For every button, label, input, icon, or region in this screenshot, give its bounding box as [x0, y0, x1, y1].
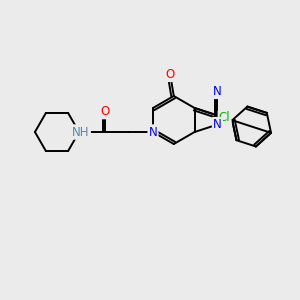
Text: O: O: [100, 105, 109, 118]
Text: NH: NH: [72, 125, 90, 139]
Text: N: N: [213, 85, 222, 98]
Text: O: O: [166, 68, 175, 81]
Text: N: N: [148, 125, 158, 139]
Text: N: N: [213, 118, 222, 131]
Text: Cl: Cl: [219, 111, 230, 124]
